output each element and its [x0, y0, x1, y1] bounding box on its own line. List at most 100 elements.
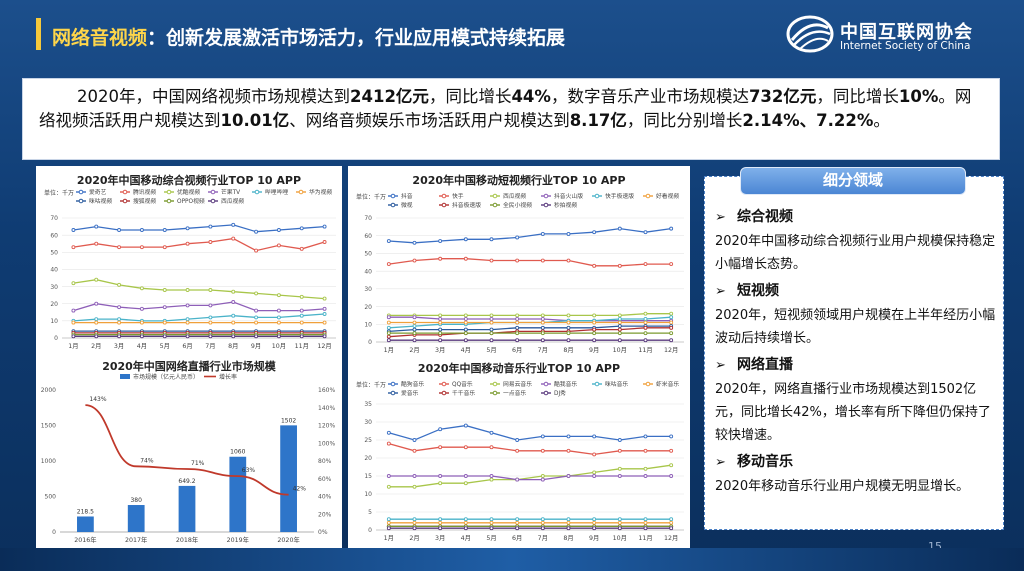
x-tick-label: 2月 [91, 342, 101, 350]
legend-label: 抖音极速版 [452, 201, 481, 209]
series-line [388, 325, 672, 333]
data-point [386, 526, 391, 531]
segment-item: ➢ 短视频 2020年，短视频领域用户规模在上半年经历小幅波动后持续增长。 [715, 279, 999, 350]
data-point [185, 303, 190, 308]
unit-label: 单位：千万 [356, 381, 386, 389]
data-point [566, 231, 571, 236]
x-tick-label: 6月 [182, 342, 192, 350]
legend-label: 一点音乐 [503, 389, 526, 397]
segment-title: 移动音乐 [737, 454, 793, 470]
data-point [386, 517, 391, 522]
y-tick-label: 20 [364, 304, 372, 311]
data-point [94, 277, 99, 282]
data-point [94, 317, 99, 322]
data-point [669, 262, 674, 267]
data-point [643, 262, 648, 267]
data-point [515, 517, 520, 522]
data-point [208, 224, 213, 229]
legend-label: 西瓜视频 [503, 192, 526, 200]
legend-marker [645, 381, 651, 387]
bar-value-label: 380 [130, 497, 142, 504]
data-point [386, 484, 391, 489]
data-point [208, 240, 213, 244]
data-point [617, 320, 622, 325]
legend-marker [594, 381, 600, 387]
legend-marker [166, 198, 172, 204]
summary-box: 2020年，中国网络视频市场规模达到2412亿元，同比增长44%，数字音乐产业市… [22, 78, 1000, 160]
series-line [388, 424, 672, 441]
data-point [566, 313, 571, 318]
data-point [540, 526, 545, 531]
legend-marker [441, 381, 447, 387]
legend-label: 腾讯视频 [133, 188, 156, 196]
data-point [185, 288, 190, 292]
x-tick-label: 2017年 [125, 535, 147, 544]
data-point [412, 484, 417, 489]
segments-header: 细分领域 [740, 167, 966, 195]
data-point [386, 320, 391, 325]
arrow-icon: ➢ [715, 455, 726, 470]
data-point [412, 258, 417, 263]
data-point [438, 517, 443, 522]
legend-label: 抖音 [401, 192, 413, 200]
data-point [438, 327, 443, 332]
legend-label: 爱奇艺 [89, 188, 107, 196]
data-point [438, 313, 443, 318]
legend-marker [492, 390, 498, 396]
series-line [73, 279, 325, 300]
summary-text: ，数字音乐产业市场规模达 [550, 87, 749, 106]
y-tick-label: 50 [364, 251, 372, 258]
bar-value-label: 649.2 [178, 478, 195, 485]
summary-figure: 8.17亿 [569, 111, 627, 130]
data-point [617, 338, 622, 343]
data-point [139, 228, 144, 232]
x-tick-label: 6月 [512, 534, 522, 542]
data-point [643, 448, 648, 453]
legend-marker [390, 202, 396, 208]
data-point [412, 315, 417, 320]
legend-label: 市场规模（亿元人民币） [133, 373, 199, 381]
legend-label: 秒拍视频 [554, 201, 577, 209]
data-point [540, 331, 545, 336]
summary-figure: 2.14%、7.22% [742, 111, 874, 130]
data-point [592, 526, 597, 531]
data-point [643, 474, 648, 478]
data-point [463, 520, 468, 525]
x-tick-label: 5月 [486, 534, 496, 542]
data-point [299, 294, 304, 299]
unit-label: 单位：千万 [44, 189, 74, 197]
data-point [254, 315, 259, 320]
page-title: 网络音视频：创新发展激活市场活力，行业应用模式持续拓展 [52, 23, 565, 50]
y-tick-label: 40 [364, 268, 372, 275]
data-point [231, 334, 236, 339]
y2-tick-label: 0% [318, 529, 328, 536]
legend-marker [492, 202, 498, 208]
segment-body: 2020年，短视频领域用户规模在上半年经历小幅波动后持续增长。 [715, 308, 996, 346]
data-point [438, 427, 443, 432]
x-tick-label: 12月 [664, 346, 678, 354]
x-tick-label: 8月 [563, 346, 573, 354]
y2-tick-label: 120% [318, 423, 335, 430]
data-point [463, 320, 468, 325]
data-point [515, 438, 520, 442]
data-point [162, 305, 167, 310]
data-point [322, 306, 327, 311]
data-point [208, 334, 213, 339]
data-point [463, 445, 468, 450]
data-point [386, 441, 391, 446]
data-point [438, 331, 443, 336]
data-point [71, 228, 76, 232]
data-point [94, 301, 99, 306]
x-tick-label: 5月 [160, 342, 170, 350]
logo-en-text: Internet Society of China [840, 40, 971, 52]
data-point [299, 334, 304, 339]
data-point [515, 313, 520, 318]
data-point [617, 327, 622, 332]
data-point [117, 317, 122, 322]
series-line [388, 464, 672, 488]
x-tick-label: 2016年 [74, 535, 96, 544]
data-point [386, 262, 391, 267]
data-point [669, 325, 674, 330]
data-point [412, 327, 417, 332]
